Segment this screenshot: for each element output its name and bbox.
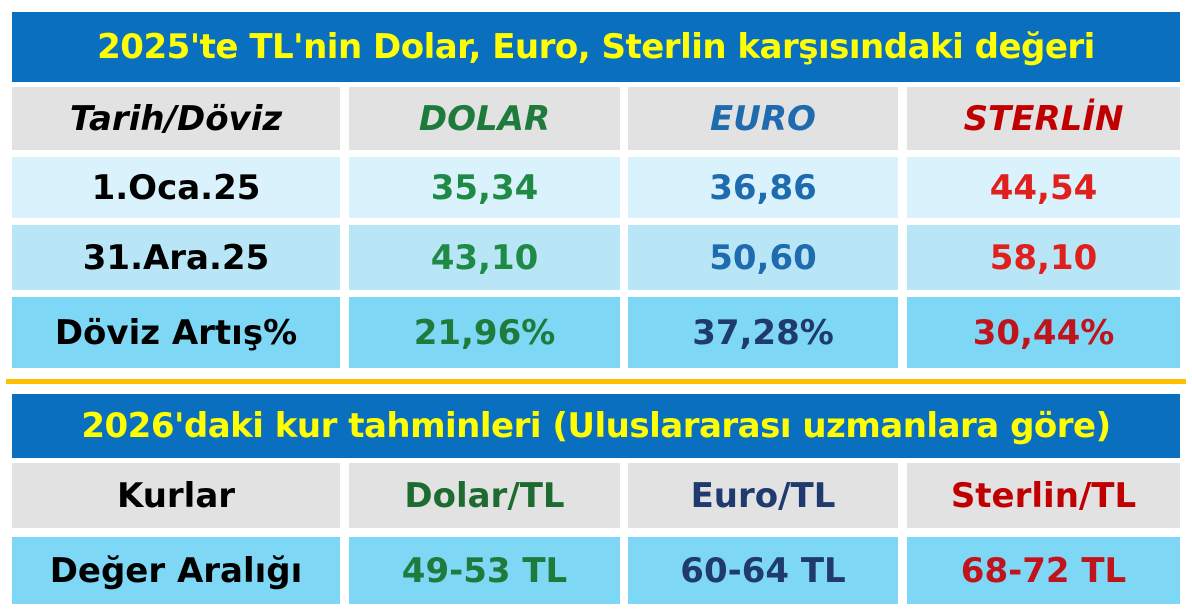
header-cell: Euro/TL (628, 463, 898, 528)
header-cell: Tarih/Döviz (12, 87, 340, 150)
table-cell: 58,10 (907, 225, 1180, 290)
table-cell: 21,96% (349, 297, 620, 368)
table-cell: Değer Aralığı (12, 537, 340, 604)
table-cell: 35,34 (349, 157, 620, 218)
header-cell: Sterlin/TL (907, 463, 1180, 528)
header-cell: STERLİN (907, 87, 1180, 150)
table-cell: 37,28% (628, 297, 898, 368)
table-cell: 50,60 (628, 225, 898, 290)
header-cell: Kurlar (12, 463, 340, 528)
table-cell: 1.Oca.25 (12, 157, 340, 218)
table-cell: 60-64 TL (628, 537, 898, 604)
section-title: 2026'daki kur tahminleri (Uluslararası u… (12, 394, 1180, 458)
table-cell: 43,10 (349, 225, 620, 290)
separator (6, 379, 1186, 384)
header-cell: Dolar/TL (349, 463, 620, 528)
table-cell: 31.Ara.25 (12, 225, 340, 290)
table-cell: Döviz Artış% (12, 297, 340, 368)
table-cell: 44,54 (907, 157, 1180, 218)
table-cell: 49-53 TL (349, 537, 620, 604)
table-cell: 30,44% (907, 297, 1180, 368)
table-cell: 36,86 (628, 157, 898, 218)
section-title: 2025'te TL'nin Dolar, Euro, Sterlin karş… (12, 12, 1180, 82)
header-cell: DOLAR (349, 87, 620, 150)
table-cell: 68-72 TL (907, 537, 1180, 604)
header-cell: EURO (628, 87, 898, 150)
